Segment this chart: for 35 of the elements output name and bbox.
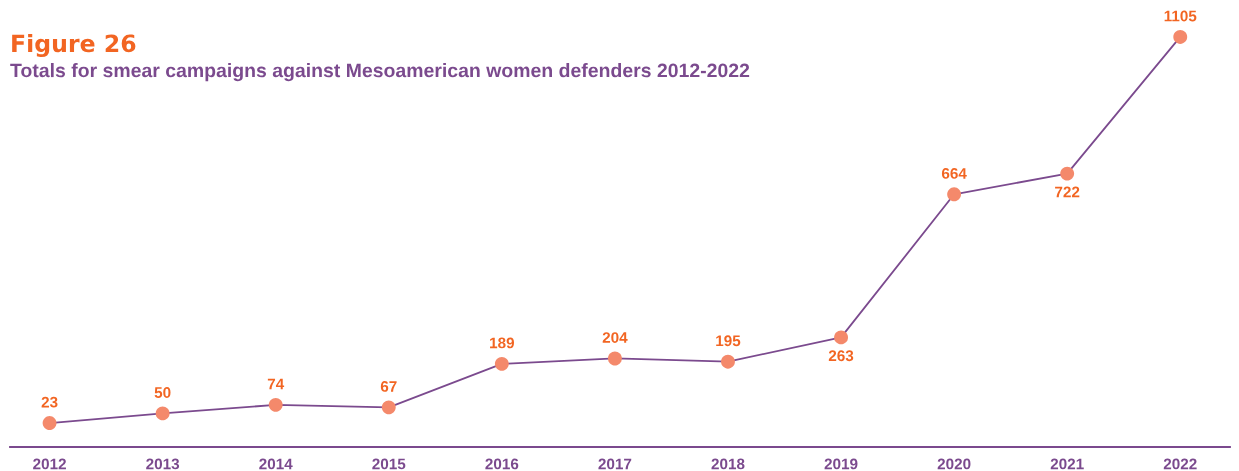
data-label: 722 bbox=[1055, 186, 1080, 198]
data-label: 67 bbox=[380, 381, 397, 392]
x-tick-label: 2015 bbox=[372, 458, 406, 470]
data-label: 23 bbox=[41, 396, 58, 408]
x-tick-label: 2013 bbox=[146, 458, 180, 470]
data-label: 195 bbox=[716, 335, 741, 347]
x-tick-label: 2014 bbox=[259, 458, 293, 470]
x-tick-label: 2016 bbox=[485, 458, 519, 470]
data-label: 74 bbox=[267, 378, 285, 390]
data-label: 189 bbox=[490, 337, 515, 349]
x-tick-label: 2017 bbox=[598, 458, 632, 470]
point bbox=[834, 330, 848, 345]
x-tick-label: 2012 bbox=[33, 458, 66, 470]
point bbox=[381, 400, 396, 415]
data-label: 664 bbox=[941, 167, 967, 179]
x-tick-label: 2020 bbox=[937, 458, 971, 470]
point bbox=[155, 406, 170, 421]
x-tick-label: 2022 bbox=[1163, 458, 1197, 470]
point bbox=[721, 354, 735, 369]
x-tick-label: 2019 bbox=[824, 458, 858, 470]
point bbox=[494, 356, 509, 371]
data-label: 263 bbox=[828, 350, 854, 362]
chart-title: Figure 26 bbox=[12, 34, 136, 58]
point bbox=[1173, 30, 1188, 44]
point bbox=[268, 397, 283, 412]
data-label: 204 bbox=[602, 332, 628, 343]
point bbox=[947, 187, 962, 202]
point bbox=[607, 351, 622, 366]
point bbox=[42, 416, 57, 431]
data-label: 50 bbox=[154, 387, 171, 398]
data-label: 1105 bbox=[1164, 10, 1197, 22]
point bbox=[1060, 166, 1075, 181]
x-tick-label: 2021 bbox=[1050, 458, 1084, 470]
x-tick-label: 2018 bbox=[711, 458, 745, 470]
text: Totals for smear campaigns against Mesoamerican women defenders 2012-2022 bbox=[10, 63, 750, 82]
